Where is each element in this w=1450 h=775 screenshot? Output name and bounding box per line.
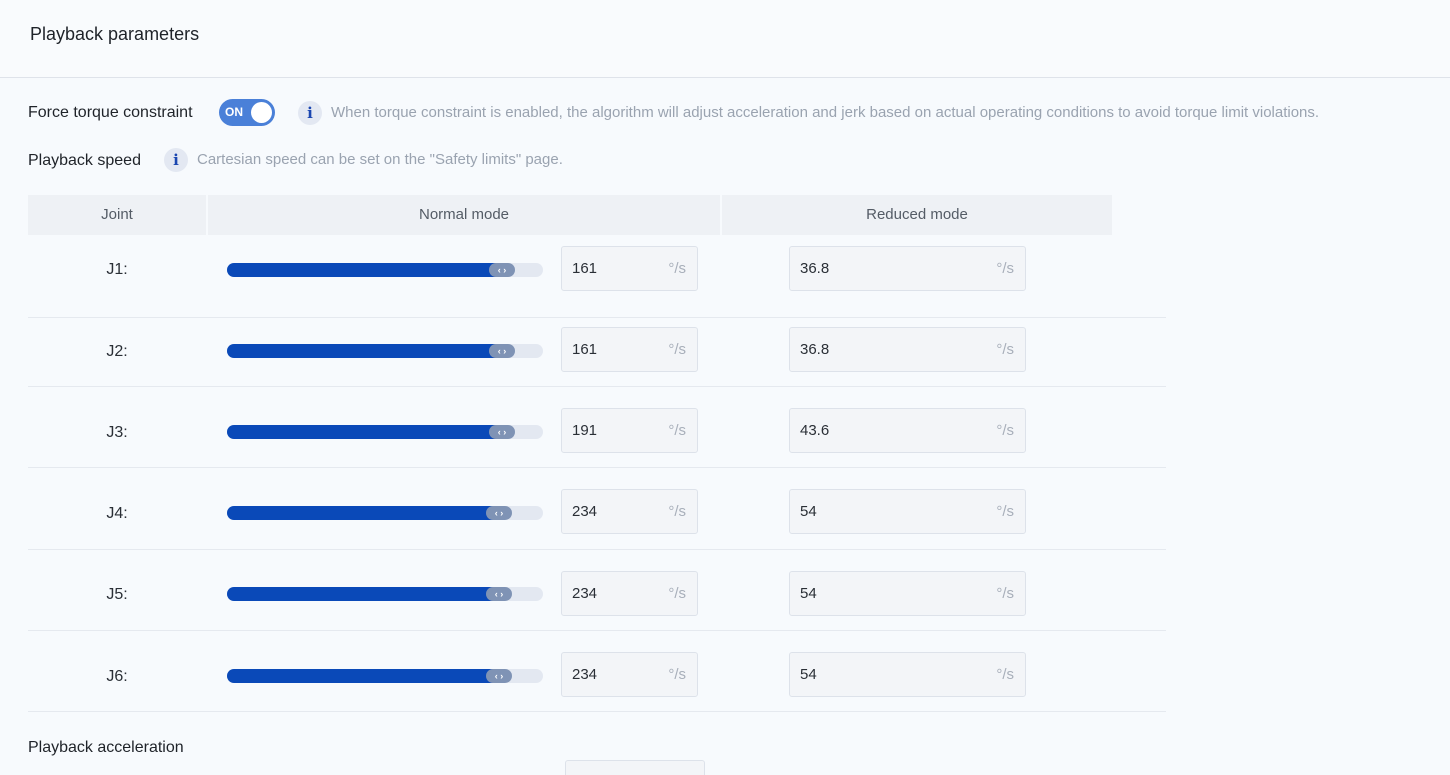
unit-label: °/s (668, 260, 686, 277)
slider-thumb[interactable]: ‹ › (489, 263, 515, 277)
slider-thumb[interactable]: ‹ › (489, 425, 515, 439)
reduced-speed-value: 36.8 (800, 341, 830, 358)
unit-label: °/s (996, 260, 1014, 277)
info-icon: i (298, 101, 322, 125)
unit-label: °/s (996, 585, 1014, 602)
force-torque-toggle[interactable]: ON (219, 99, 275, 126)
reduced-speed-value: 54 (800, 585, 817, 602)
page-header: Playback parameters (0, 0, 1450, 78)
table-row: J1: ‹ › 161 °/s 36.8 °/s (28, 236, 1166, 318)
unit-label: °/s (668, 422, 686, 439)
unit-label: °/s (668, 341, 686, 358)
reduced-speed-value: 54 (800, 666, 817, 683)
force-torque-hint: When torque constraint is enabled, the a… (331, 104, 1320, 121)
normal-speed-input[interactable]: 234 °/s (561, 489, 698, 534)
playback-speed-label: Playback speed (28, 152, 141, 169)
normal-speed-input[interactable]: 161 °/s (561, 327, 698, 372)
table-row: J6: ‹ › 234 °/s 54 °/s (28, 630, 1166, 712)
reduced-speed-input[interactable]: 54 °/s (789, 489, 1026, 534)
slider-fill (227, 587, 499, 601)
column-header-reduced-mode: Reduced mode (722, 195, 1112, 235)
reduced-speed-input[interactable]: 43.6 °/s (789, 408, 1026, 453)
slider-fill (227, 506, 499, 520)
normal-speed-input[interactable]: 234 °/s (561, 571, 698, 616)
slider-fill (227, 263, 502, 277)
table-row: J3: ‹ › 191 °/s 43.6 °/s (28, 386, 1166, 468)
reduced-speed-input[interactable]: 36.8 °/s (789, 246, 1026, 291)
slider-thumb[interactable]: ‹ › (489, 344, 515, 358)
column-header-joint: Joint (28, 195, 206, 235)
normal-speed-input[interactable]: 161 °/s (561, 246, 698, 291)
slider-fill (227, 669, 499, 683)
slider-fill (227, 425, 502, 439)
playback-speed-hint: Cartesian speed can be set on the "Safet… (197, 151, 563, 168)
unit-label: °/s (996, 503, 1014, 520)
joint-label: J5: (106, 586, 128, 603)
normal-speed-value: 234 (572, 503, 598, 520)
unit-label: °/s (996, 666, 1014, 683)
slider-thumb[interactable]: ‹ › (486, 506, 512, 520)
table-row: J5: ‹ › 234 °/s 54 °/s (28, 549, 1166, 631)
normal-speed-slider[interactable]: ‹ › (227, 344, 543, 358)
unit-label: °/s (996, 341, 1014, 358)
unit-label: °/s (668, 585, 686, 602)
normal-speed-input[interactable]: 234 °/s (561, 652, 698, 697)
toggle-on-text: ON (225, 105, 243, 119)
normal-speed-slider[interactable]: ‹ › (227, 506, 543, 520)
unit-label: °/s (668, 503, 686, 520)
reduced-speed-value: 54 (800, 503, 817, 520)
toggle-knob (251, 102, 272, 123)
joint-label: J4: (106, 505, 128, 522)
info-icon: i (164, 148, 188, 172)
normal-speed-value: 161 (572, 260, 598, 277)
table-row: J2: ‹ › 161 °/s 36.8 °/s (28, 305, 1166, 387)
reduced-speed-input[interactable]: 54 °/s (789, 571, 1026, 616)
normal-speed-slider[interactable]: ‹ › (227, 587, 543, 601)
force-torque-label: Force torque constraint (28, 104, 193, 121)
unit-label: °/s (996, 422, 1014, 439)
playback-acceleration-label: Playback acceleration (28, 739, 184, 756)
slider-thumb[interactable]: ‹ › (486, 669, 512, 683)
normal-speed-value: 191 (572, 422, 598, 439)
slider-thumb[interactable]: ‹ › (486, 587, 512, 601)
joint-label: J1: (106, 261, 128, 278)
normal-speed-value: 234 (572, 666, 598, 683)
acceleration-input[interactable] (565, 760, 705, 775)
table-row: J4: ‹ › 234 °/s 54 °/s (28, 468, 1166, 550)
reduced-speed-value: 43.6 (800, 422, 830, 439)
normal-speed-value: 234 (572, 585, 598, 602)
normal-speed-slider[interactable]: ‹ › (227, 263, 543, 277)
normal-speed-input[interactable]: 191 °/s (561, 408, 698, 453)
page-title: Playback parameters (30, 24, 200, 44)
normal-speed-slider[interactable]: ‹ › (227, 669, 543, 683)
normal-speed-value: 161 (572, 341, 598, 358)
column-header-normal-mode: Normal mode (208, 195, 720, 235)
reduced-speed-input[interactable]: 54 °/s (789, 652, 1026, 697)
joint-label: J3: (106, 424, 128, 441)
reduced-speed-input[interactable]: 36.8 °/s (789, 327, 1026, 372)
slider-fill (227, 344, 502, 358)
joint-label: J6: (106, 668, 128, 685)
normal-speed-slider[interactable]: ‹ › (227, 425, 543, 439)
reduced-speed-value: 36.8 (800, 260, 830, 277)
joint-label: J2: (106, 343, 128, 360)
unit-label: °/s (668, 666, 686, 683)
